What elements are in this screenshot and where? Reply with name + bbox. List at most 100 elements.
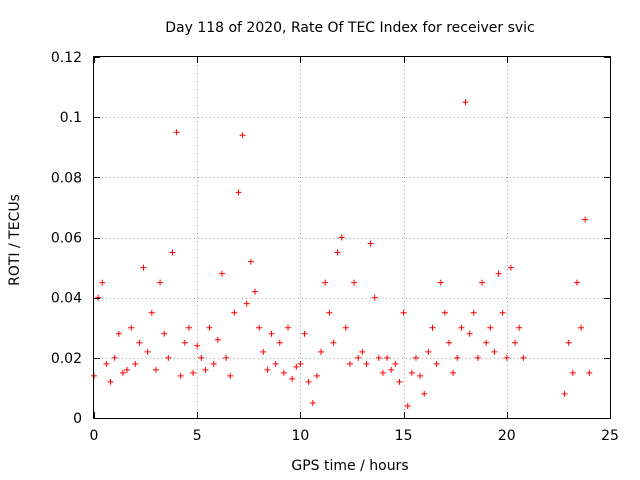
- data-point: [194, 342, 201, 349]
- axis-ticks: [94, 57, 611, 419]
- data-point: [210, 360, 217, 367]
- chart-title: Day 118 of 2020, Rate Of TEC Index for r…: [165, 20, 535, 36]
- data-point: [454, 354, 461, 361]
- data-point: [181, 339, 188, 346]
- data-point: [425, 348, 432, 355]
- data-point: [268, 330, 275, 337]
- x-axis-label: GPS time / hours: [291, 458, 408, 474]
- data-point: [305, 378, 312, 385]
- data-point: [462, 99, 469, 106]
- x-tick-label: 0: [90, 428, 99, 444]
- data-point: [565, 339, 572, 346]
- data-point: [474, 354, 481, 361]
- data-point: [260, 348, 267, 355]
- data-point: [371, 294, 378, 301]
- data-point: [223, 354, 230, 361]
- data-point: [338, 234, 345, 241]
- x-tick-label: 25: [601, 428, 619, 444]
- data-point: [483, 339, 490, 346]
- y-tick-label: 0.04: [51, 291, 82, 307]
- data-point: [421, 390, 428, 397]
- x-tick-label: 10: [291, 428, 309, 444]
- data-point: [470, 309, 477, 316]
- data-point: [569, 369, 576, 376]
- data-point: [367, 240, 374, 247]
- data-point: [280, 369, 287, 376]
- data-point: [161, 330, 168, 337]
- y-tick-label: 0.08: [51, 170, 82, 186]
- data-point: [487, 324, 494, 331]
- data-point: [363, 360, 370, 367]
- data-point: [301, 330, 308, 337]
- plot-frame: [93, 56, 611, 419]
- data-point: [417, 372, 424, 379]
- data-point: [169, 249, 176, 256]
- data-point: [185, 324, 192, 331]
- data-point: [433, 360, 440, 367]
- y-tick-label: 0.02: [51, 351, 82, 367]
- data-point: [499, 309, 506, 316]
- data-point: [458, 324, 465, 331]
- data-point: [573, 279, 580, 286]
- data-point: [355, 354, 362, 361]
- data-point: [136, 339, 143, 346]
- data-point: [516, 324, 523, 331]
- data-point: [330, 339, 337, 346]
- data-point: [392, 360, 399, 367]
- data-point: [95, 294, 102, 301]
- data-point: [243, 300, 250, 307]
- data-point: [235, 189, 242, 196]
- data-point: [297, 360, 304, 367]
- data-point: [111, 354, 118, 361]
- data-point: [218, 270, 225, 277]
- data-point: [214, 336, 221, 343]
- data-point: [512, 339, 519, 346]
- data-point: [231, 309, 238, 316]
- data-point: [173, 129, 180, 136]
- data-point: [507, 264, 514, 271]
- data-point: [388, 366, 395, 373]
- data-point: [520, 354, 527, 361]
- data-point: [165, 354, 172, 361]
- data-point: [157, 279, 164, 286]
- data-point: [441, 309, 448, 316]
- data-point: [132, 360, 139, 367]
- data-points: [91, 99, 593, 409]
- data-point: [582, 216, 589, 223]
- data-point: [346, 360, 353, 367]
- y-tick-label: 0.12: [51, 50, 82, 66]
- y-axis-label: ROTI / TECUs: [7, 194, 23, 286]
- data-point: [293, 363, 300, 370]
- data-point: [491, 348, 498, 355]
- data-point: [412, 354, 419, 361]
- data-point: [119, 369, 126, 376]
- data-point: [128, 324, 135, 331]
- data-point: [227, 372, 234, 379]
- data-point: [256, 324, 263, 331]
- data-point: [396, 378, 403, 385]
- data-point: [190, 369, 197, 376]
- data-point: [140, 264, 147, 271]
- data-point: [285, 324, 292, 331]
- data-point: [313, 372, 320, 379]
- data-point: [384, 354, 391, 361]
- data-point: [251, 288, 258, 295]
- data-point: [359, 348, 366, 355]
- data-point: [466, 330, 473, 337]
- data-point: [309, 399, 316, 406]
- x-tick-label: 15: [395, 428, 413, 444]
- data-point: [503, 354, 510, 361]
- data-point: [446, 339, 453, 346]
- data-point: [400, 309, 407, 316]
- data-point: [289, 375, 296, 382]
- data-point: [578, 324, 585, 331]
- data-point: [198, 354, 205, 361]
- data-point: [379, 369, 386, 376]
- data-point: [326, 309, 333, 316]
- data-point: [202, 366, 209, 373]
- data-point: [148, 309, 155, 316]
- data-point: [342, 324, 349, 331]
- data-point: [586, 369, 593, 376]
- data-point: [103, 360, 110, 367]
